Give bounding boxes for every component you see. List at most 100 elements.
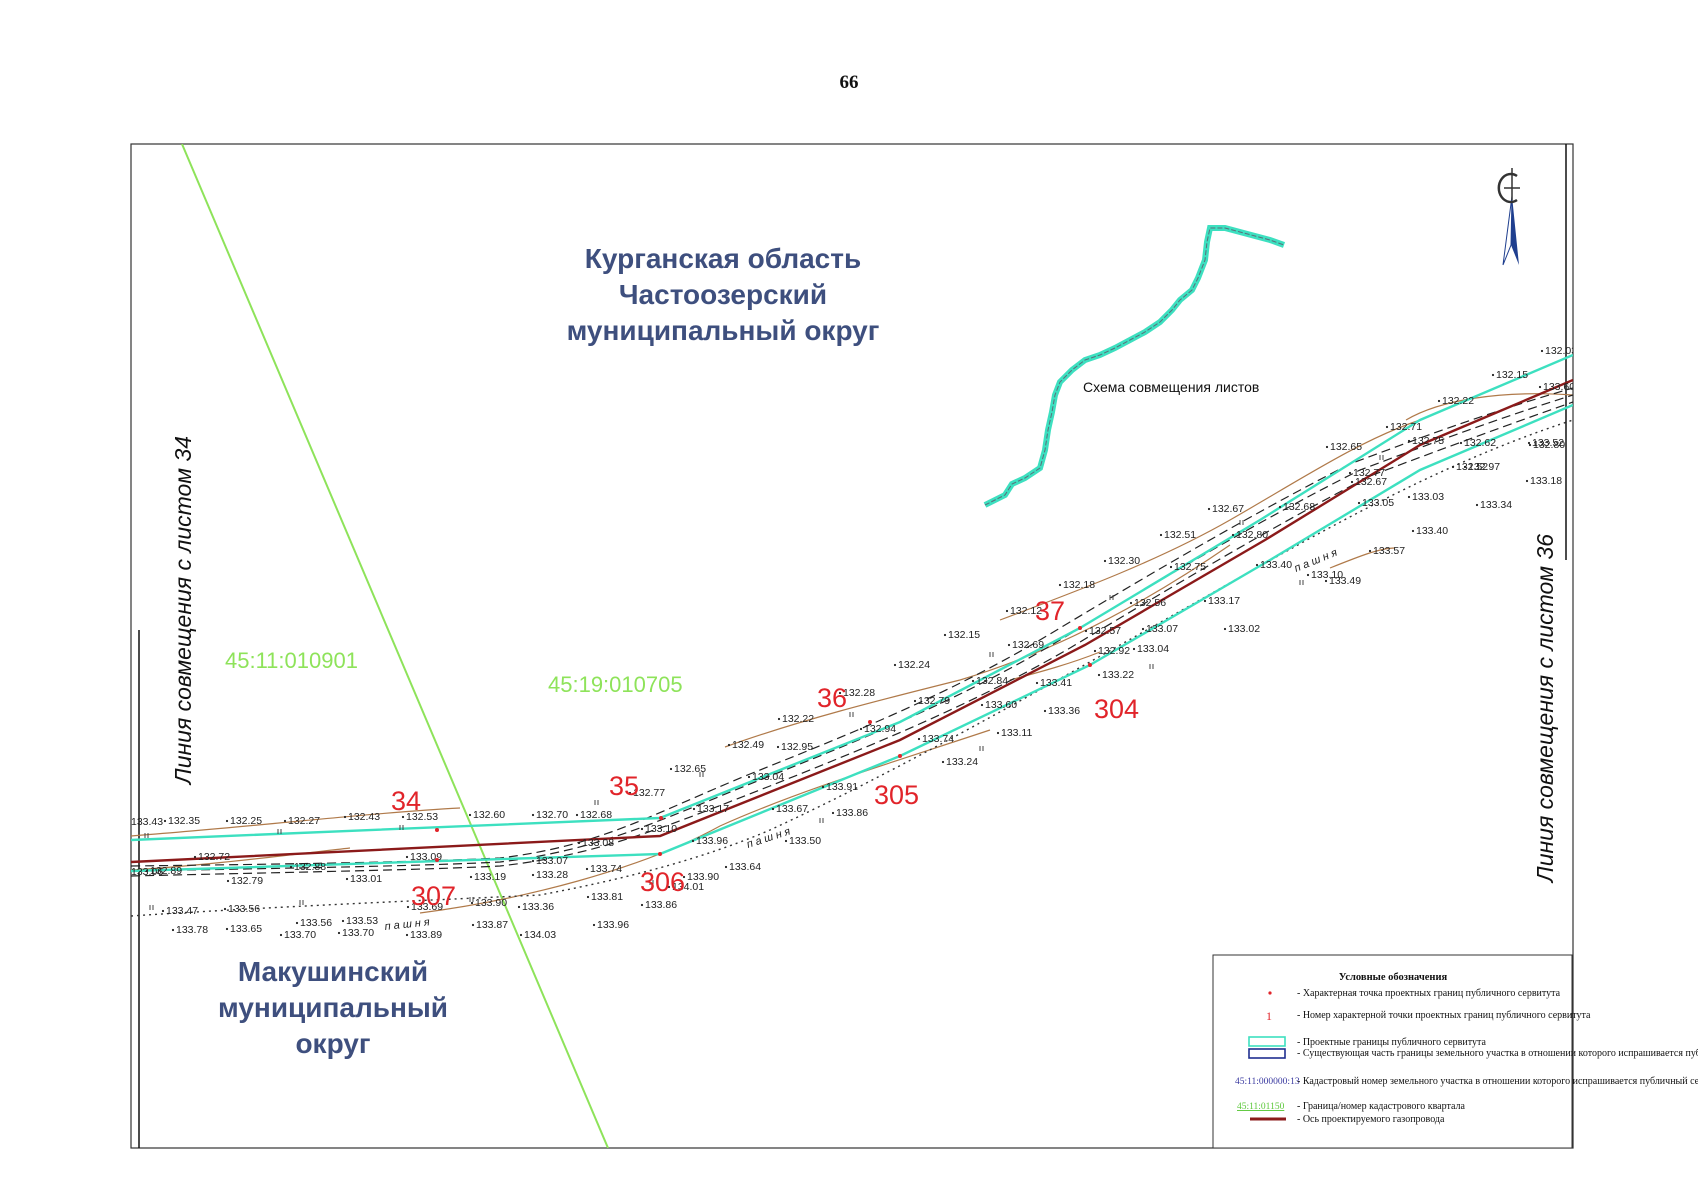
elevation-value: 132.12: [1010, 605, 1042, 617]
legend-symbol-existing-boundary: [1248, 1048, 1286, 1059]
elevation-value: 133.91: [826, 781, 858, 793]
elevation-point: [531, 873, 535, 877]
elevation-marker: 132.24: [893, 659, 930, 671]
point-number: 307: [411, 881, 456, 911]
characteristic-points: [435, 626, 1092, 862]
existing-boundary-lines: [131, 387, 1573, 877]
elevation-value: 132.27: [288, 815, 320, 827]
legend-item: - Ось проектируемого газопровода: [1297, 1114, 1445, 1125]
elevation-marker: 133.34: [1475, 499, 1512, 511]
elevation-point: [226, 879, 230, 883]
elevation-marker: 133.78: [171, 924, 208, 936]
legend-symbol-servitude: [1248, 1036, 1286, 1047]
elevation-marker: 133.53: [341, 915, 378, 927]
elevation-value: 133.19: [474, 871, 506, 883]
elevation-point: [405, 933, 409, 937]
elevation-value: 132.68: [1283, 501, 1315, 513]
elevation-marker: 134.03: [519, 929, 556, 941]
elevation-marker: 133.10: [1306, 569, 1343, 581]
elevation-value: 132.53: [406, 811, 438, 823]
elevation-marker: 133.87: [471, 919, 508, 931]
point-number: 36: [817, 683, 847, 713]
elevation-marker: 133.90: [470, 897, 507, 909]
elevation-point: [283, 819, 287, 823]
elevation-point: [1129, 601, 1133, 605]
elevation-marker: 132.70: [531, 809, 568, 821]
elevation-point: [1368, 549, 1372, 553]
elevation-point: [821, 785, 825, 789]
elevation-point: [145, 869, 149, 873]
legend-item: - Номер характерной точки проектных гран…: [1297, 1010, 1591, 1021]
elevation-marker: 132.80: [1231, 529, 1268, 541]
elevation-marker: 133.70: [279, 929, 316, 941]
elevation-value: 132.51: [1164, 529, 1196, 541]
elevation-point: [517, 905, 521, 909]
elevation-value: 133.07: [1146, 623, 1178, 635]
elevation-point: [1231, 533, 1235, 537]
elevation-value: 132.22: [1442, 395, 1474, 407]
region-line: Макушинский: [238, 956, 428, 987]
region-line: муниципальный округ: [567, 315, 880, 346]
scheme-sheet-divisions: [984, 227, 1285, 506]
elevation-point: [1255, 563, 1259, 567]
elevation-marker: 133.90: [682, 871, 719, 883]
elevation-value: 134.01: [672, 881, 704, 893]
right-sheet-match-label: Линия совмещения с листом 36: [1532, 534, 1558, 884]
elevation-point: [1463, 465, 1467, 469]
elevation-marker: 132.67: [1350, 476, 1387, 488]
elevation-value: 133.86: [836, 807, 868, 819]
elevation-marker: 132.18: [1058, 579, 1095, 591]
elevation-marker: 132.15: [1491, 369, 1528, 381]
elevation-marker: 133.40: [1255, 559, 1292, 571]
elevation-marker: 132.03: [1540, 345, 1577, 357]
elevation-marker: 133.04: [1132, 643, 1169, 655]
elevation-value: 133.08: [582, 837, 614, 849]
elevation-point: [1141, 627, 1145, 631]
elevation-point: [295, 921, 299, 925]
elevation-marker: 132.65: [1325, 441, 1362, 453]
elevation-point: [692, 807, 696, 811]
elevation-value: 133.60: [1543, 381, 1575, 393]
elevation-marker: 132.67: [1207, 503, 1244, 515]
elevation-value: 132.75: [1412, 435, 1444, 447]
elevation-marker: 133.17: [1203, 595, 1240, 607]
elevation-point: [1278, 505, 1282, 509]
elevation-marker: 133.69: [406, 901, 443, 913]
elevation-marker: 132.79: [226, 875, 263, 887]
elevation-point: [405, 855, 409, 859]
elevation-point: [1528, 443, 1532, 447]
elevation-marker: 133.02: [1223, 623, 1260, 635]
elevation-marker: 132.89: [145, 865, 182, 877]
legend-title: Условные обозначения: [1339, 972, 1448, 983]
elevation-marker: 133.36: [517, 901, 554, 913]
elevation-value: 132.49: [732, 739, 764, 751]
elevation-marker: 133.49: [1324, 575, 1361, 587]
elevation-point: [996, 731, 1000, 735]
elevation-point: [838, 691, 842, 695]
elevation-value: 132.94: [864, 723, 896, 735]
elevation-point: [163, 819, 167, 823]
elevation-point: [1357, 501, 1361, 505]
elevation-value: 133.41: [1040, 677, 1072, 689]
elevation-value: 133.53: [346, 915, 378, 927]
elevation-value: 132.03: [1545, 345, 1577, 357]
elevation-point: [471, 923, 475, 927]
elevation-point: [1103, 559, 1107, 563]
point-number: 304: [1094, 694, 1139, 724]
elevation-value: 133.67: [776, 803, 808, 815]
elevation-value: 132.71: [1390, 421, 1422, 433]
elevation-marker: 132.27: [283, 815, 320, 827]
elevation-value: 133.64: [729, 861, 761, 873]
page-number: 66: [839, 72, 859, 93]
elevation-marker: 132.79: [913, 695, 950, 707]
elevation-value: 133.22: [1102, 669, 1134, 681]
elevation-value: 132.95: [781, 741, 813, 753]
elevation-value: 132.65: [1330, 441, 1362, 453]
region-line: округ: [295, 1028, 370, 1059]
elevation-value: 133.28: [536, 869, 568, 881]
elevation-marker: 133.65: [225, 923, 262, 935]
elevation-point: [1407, 495, 1411, 499]
elevation-point: [592, 923, 596, 927]
elevation-point: [1525, 479, 1529, 483]
elevation-point: [1527, 441, 1531, 445]
